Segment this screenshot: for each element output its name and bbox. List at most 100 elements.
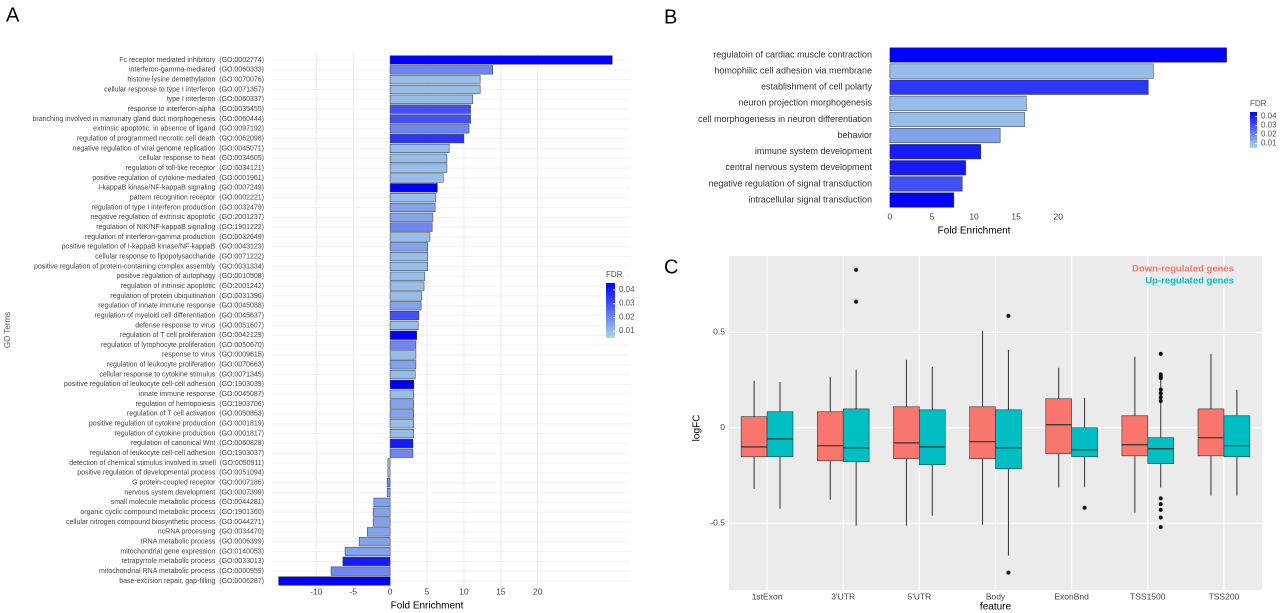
colorbar-tick-label: 0.03 [619, 299, 635, 308]
outlier [1158, 376, 1163, 381]
bar [389, 212, 434, 222]
y-tick-label: positive regulation of autophagy (GO:001… [117, 273, 265, 280]
y-tick-label: Fc receptor mediated inhibitory (GO:0002… [119, 57, 264, 64]
bar [389, 389, 414, 399]
outlier [854, 267, 859, 272]
bar [889, 95, 1027, 111]
outlier [1158, 525, 1163, 530]
bar [389, 438, 414, 448]
bar [389, 75, 481, 85]
y-tick-label: regulation of T cell proliferation (GO:0… [120, 332, 264, 339]
y-tick-label: homophilic cell adhesion via membrane [714, 65, 872, 75]
y-tick-label: response to virus (GO:0009615) [162, 352, 264, 359]
bar [389, 340, 417, 350]
y-tick-label: cellular response to heat (GO:0034605) [139, 155, 264, 162]
y-tick-label: branching involved in mammary gland duct… [32, 116, 264, 123]
panel-label: B [664, 6, 677, 28]
bar [389, 379, 414, 389]
y-tick-label: regulation of leukocyte proliferation (G… [107, 362, 264, 369]
bar [389, 232, 431, 242]
y-tick-label: establishment of cell polarty [761, 82, 873, 92]
bar [386, 487, 391, 498]
bar [389, 104, 471, 114]
colorbar [1250, 112, 1257, 148]
y-tick-label: behavior [837, 130, 872, 140]
y-tick-label: cellular response to type I interferon (… [104, 86, 264, 93]
y-tick-label: regulation of T cell activation (GO:0050… [127, 411, 264, 418]
box [893, 406, 920, 459]
y-tick-label: type I interferon (GO:0060337) [167, 96, 264, 103]
box [817, 411, 844, 462]
x-tick-label: 20 [1054, 211, 1064, 221]
y-tick-label: regulation of programmed necrotic cell d… [77, 135, 264, 142]
y-tick-label: cellular nitrogen compound biosynthetic … [66, 519, 264, 526]
bar [889, 111, 1025, 127]
outlier [1158, 351, 1163, 356]
y-tick-label: regulation of cytokine production (GO:00… [115, 430, 264, 437]
bar [389, 419, 414, 429]
bar [389, 183, 438, 193]
colorbar [606, 283, 615, 338]
colorbar-tick-label: 0.03 [1261, 121, 1277, 130]
x-tick-label: -10 [310, 586, 323, 596]
bar [389, 370, 416, 380]
y-tick-label: negative regulation of viral genome repl… [73, 145, 264, 152]
y-tick-label: extrinsic apoptotic in absence of ligand… [93, 126, 264, 133]
panel-label: C [664, 256, 678, 278]
y-tick-label: positive regulation of I-kappaB kinase/N… [62, 244, 264, 251]
x-tick-label: 0 [388, 586, 393, 596]
y-tick-label: regulation of canonical Wnt (GO:0060828) [131, 440, 264, 447]
bar [330, 566, 391, 576]
bar [389, 143, 450, 154]
bar [389, 114, 471, 124]
y-tick-label: mitochondrial RNA metabolic process (GO:… [99, 568, 264, 575]
y-tick-label: small molecule metabolic process (GO:004… [111, 499, 264, 506]
bar [389, 291, 423, 301]
bar [389, 94, 474, 104]
outlier [1006, 570, 1011, 575]
bar [372, 507, 391, 517]
bar [889, 63, 1154, 79]
y-tick-label: regulation of toll-like receptor (GO:003… [125, 165, 264, 172]
y-tick-label: immune system development [755, 146, 873, 156]
bar [389, 124, 470, 134]
bar [389, 350, 417, 360]
bar [387, 468, 391, 478]
x-axis-title: feature [980, 602, 1012, 613]
y-tick-label: organic cyclic compound metabolic proces… [80, 509, 264, 516]
y-tick-label: regulation of lymphocyte proliferation (… [101, 342, 264, 349]
bar [389, 65, 493, 75]
bar [389, 134, 465, 144]
colorbar-tick-label: 0.02 [1261, 130, 1277, 139]
bar [389, 448, 414, 458]
legend-title: FDR [606, 270, 623, 279]
box [1197, 408, 1225, 457]
outlier [1082, 505, 1087, 510]
y-axis-title: logFC [692, 415, 703, 442]
bar [389, 330, 417, 340]
outlier [1158, 507, 1163, 512]
colorbar-tick-label: 0.01 [1261, 139, 1277, 148]
y-tick-label: -0.5 [710, 517, 725, 527]
colorbar-tick-label: 0.04 [1261, 112, 1277, 121]
x-tick-label: TSS200 [1209, 591, 1240, 601]
bar [389, 320, 419, 330]
outlier [854, 299, 859, 304]
y-tick-label: histone lysine demethylation (GO:0070076… [127, 77, 264, 84]
y-tick-label: innate immune response (GO:0045087) [139, 391, 264, 398]
box [1147, 437, 1174, 464]
bar [373, 497, 391, 507]
box [766, 411, 794, 458]
bar [387, 458, 391, 468]
outlier [1158, 399, 1163, 404]
y-tick-label: tetrapyrrole metabolic process (GO:00330… [122, 558, 264, 565]
bar [889, 47, 1227, 63]
y-tick-label: defense response to virus (GO:0051607) [135, 322, 264, 329]
x-tick-label: TSS1500 [1130, 591, 1166, 601]
outlier [1158, 515, 1163, 520]
legend-title: FDR [1250, 99, 1267, 108]
y-tick-label: 0.5 [713, 327, 725, 337]
x-tick-label: Body [986, 591, 1006, 601]
bar [389, 202, 436, 213]
